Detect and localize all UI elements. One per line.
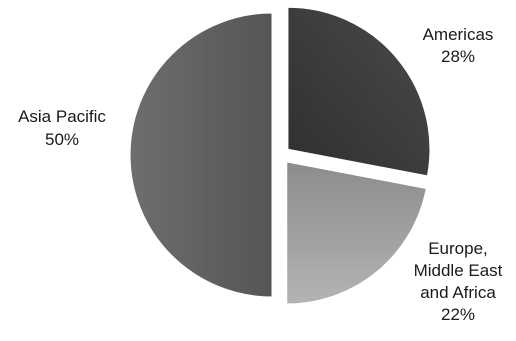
pie-slice-europe-middle-east-and-africa	[286, 161, 427, 305]
data-label-americas: Americas 28%	[423, 25, 494, 66]
data-label-percent: 50%	[45, 130, 79, 149]
data-label-line: Middle East	[414, 261, 503, 280]
pie-slice-asia-pacific	[129, 12, 273, 298]
data-label-asia-pacific: Asia Pacific 50%	[18, 107, 106, 149]
data-label-line: Asia Pacific	[18, 107, 106, 126]
pie-slice-americas	[287, 6, 431, 177]
pie-labels: Americas 28% Europe, Middle East and Africa 2…	[18, 25, 503, 324]
data-label-percent: 28%	[441, 47, 475, 66]
data-label-europe-middle-east-and-africa: Europe, Middle East and Africa 22%	[414, 239, 503, 324]
data-label-line: Americas	[423, 25, 494, 44]
pie-slices	[129, 6, 431, 305]
data-label-line: Europe,	[428, 239, 488, 258]
data-label-line: and Africa	[420, 283, 496, 302]
data-label-percent: 22%	[441, 305, 475, 324]
